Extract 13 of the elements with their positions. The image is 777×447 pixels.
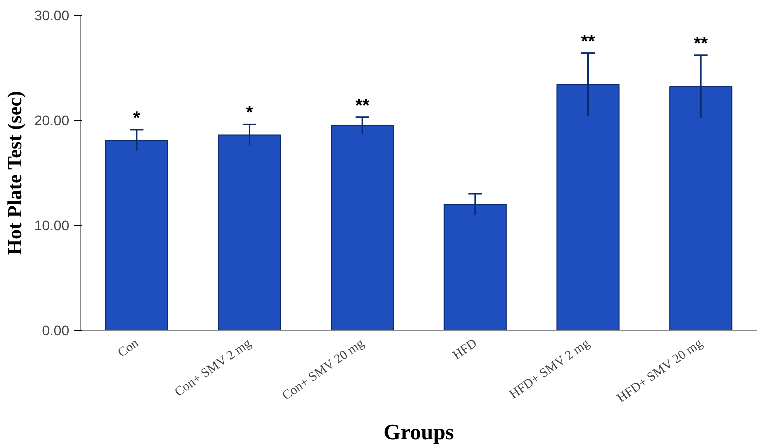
data-label: ** — [356, 95, 370, 116]
y-tick-label: 0.00 — [42, 322, 70, 338]
y-tick-label: 20.00 — [34, 112, 70, 128]
x-tick-label: HFD — [450, 335, 480, 363]
x-axis-title: Groups — [384, 420, 455, 445]
y-tick-label: 30.00 — [34, 8, 70, 24]
data-label: * — [246, 102, 254, 123]
y-axis-title: Hot Plate Test (sec) — [4, 91, 26, 256]
data-label: ** — [581, 31, 596, 52]
x-tick-label: Con — [114, 335, 142, 360]
data-label: * — [133, 108, 140, 128]
data-label: ** — [694, 33, 708, 54]
y-tick-label: 10.00 — [34, 218, 70, 234]
